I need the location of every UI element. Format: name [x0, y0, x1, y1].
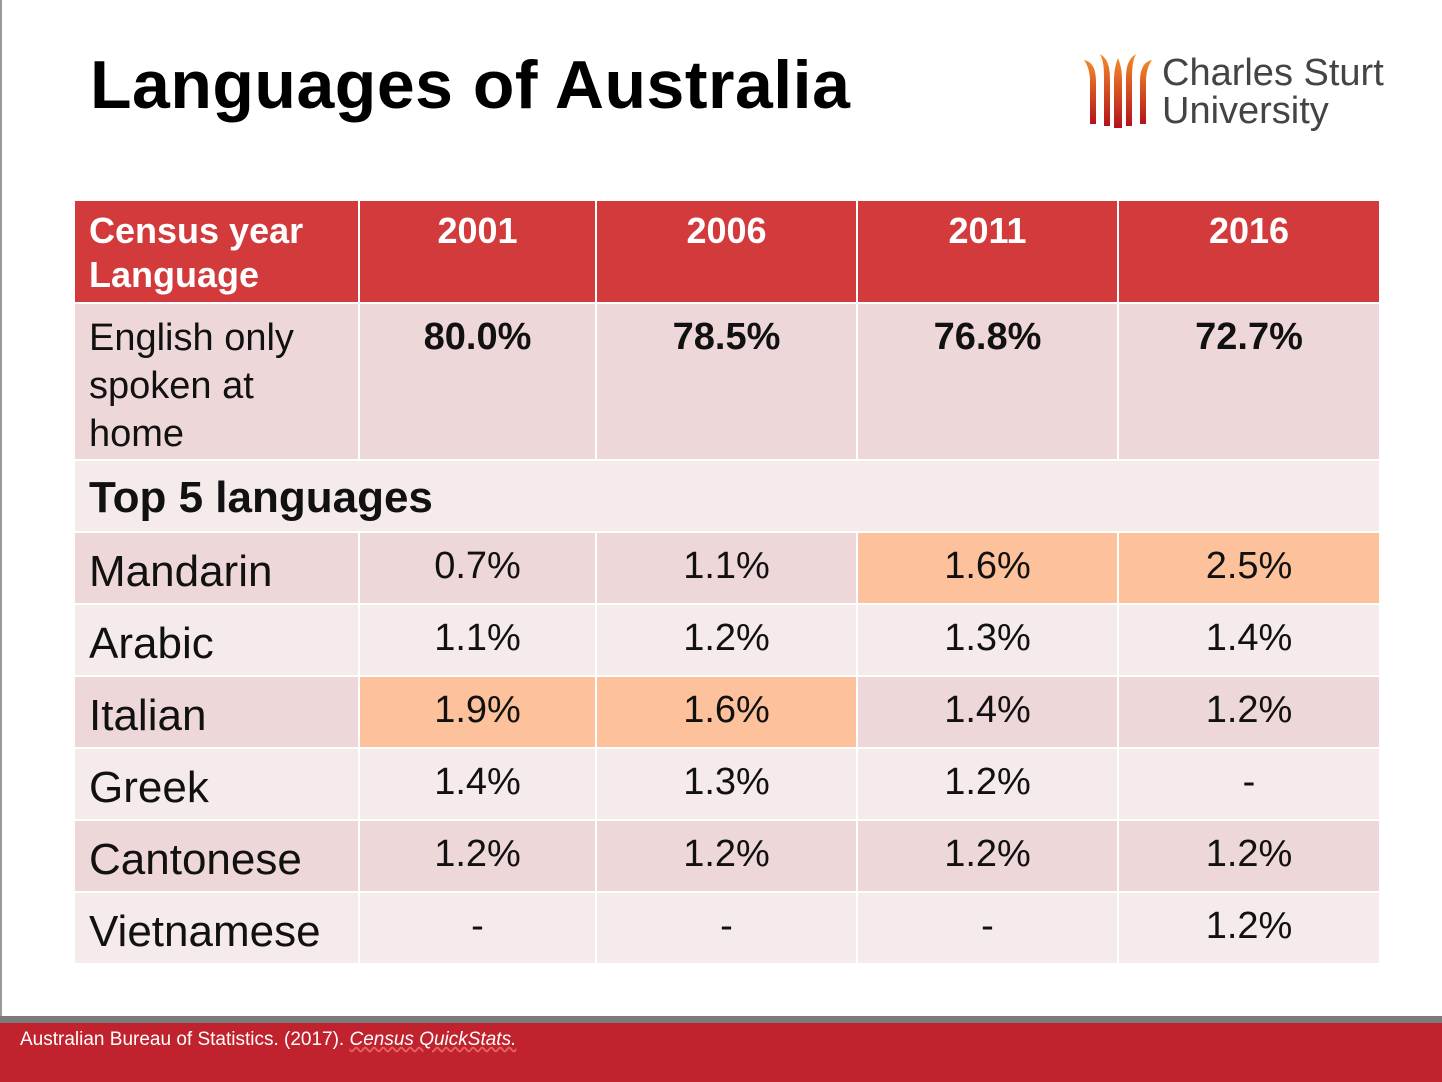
row-label: Arabic — [75, 605, 358, 675]
row-label: Italian — [75, 677, 358, 747]
cell-value-highlight: 1.9% — [360, 677, 595, 747]
logo-line2: University — [1162, 90, 1329, 132]
footer-bar: Australian Bureau of Statistics. (2017).… — [0, 1023, 1442, 1082]
logo-text: Charles Sturt University — [1162, 54, 1384, 130]
cell-value: - — [360, 893, 595, 963]
header-census-year: Census year — [89, 210, 304, 251]
cell-value: 1.4% — [360, 749, 595, 819]
footer-divider — [0, 1016, 1442, 1023]
english-value: 80.0% — [360, 304, 595, 459]
cell-value: 1.1% — [360, 605, 595, 675]
cell-value: 1.2% — [597, 605, 856, 675]
row-label: Cantonese — [75, 821, 358, 891]
cell-value: 1.2% — [1119, 893, 1379, 963]
cell-value: 0.7% — [360, 533, 595, 603]
section-top5: Top 5 languages — [75, 461, 1379, 531]
header-year: 2006 — [597, 201, 856, 302]
cell-value: 1.4% — [1119, 605, 1379, 675]
header-year: 2001 — [360, 201, 595, 302]
header-language: Language — [89, 254, 260, 295]
cell-value: 1.3% — [597, 749, 856, 819]
languages-table: Census year Language 2001 2006 2011 2016 … — [75, 201, 1379, 963]
header-label: Census year Language — [75, 201, 358, 302]
header-year: 2016 — [1119, 201, 1379, 302]
row-label: Vietnamese — [75, 893, 358, 963]
cell-value: 1.4% — [858, 677, 1117, 747]
cell-value: 1.2% — [360, 821, 595, 891]
english-value: 72.7% — [1119, 304, 1379, 459]
cell-value: 1.2% — [858, 749, 1117, 819]
cell-value: 1.2% — [1119, 677, 1379, 747]
slide-title: Languages of Australia — [90, 47, 851, 123]
citation-text: Australian Bureau of Statistics. (2017). — [20, 1029, 345, 1050]
cell-value-highlight: 2.5% — [1119, 533, 1379, 603]
cell-value: - — [858, 893, 1117, 963]
cell-value: - — [1119, 749, 1379, 819]
cell-value: 1.2% — [597, 821, 856, 891]
cell-value-highlight: 1.6% — [858, 533, 1117, 603]
cell-value: 1.3% — [858, 605, 1117, 675]
cell-value: 1.2% — [858, 821, 1117, 891]
english-value: 76.8% — [858, 304, 1117, 459]
slide-border — [0, 0, 2, 1082]
citation: Australian Bureau of Statistics. (2017).… — [20, 1029, 516, 1051]
cell-value: 1.2% — [1119, 821, 1379, 891]
logo-line1: Charles Sturt — [1162, 52, 1384, 94]
csu-logo: Charles Sturt University — [1080, 52, 1390, 132]
row-label: Greek — [75, 749, 358, 819]
row-label: Mandarin — [75, 533, 358, 603]
header-year: 2011 — [858, 201, 1117, 302]
cell-value: 1.1% — [597, 533, 856, 603]
citation-title: Census QuickStats. — [349, 1029, 517, 1050]
tulip-logo-icon — [1084, 54, 1152, 128]
cell-value: - — [597, 893, 856, 963]
cell-value-highlight: 1.6% — [597, 677, 856, 747]
english-label: English only spoken at home — [75, 304, 358, 459]
english-value: 78.5% — [597, 304, 856, 459]
